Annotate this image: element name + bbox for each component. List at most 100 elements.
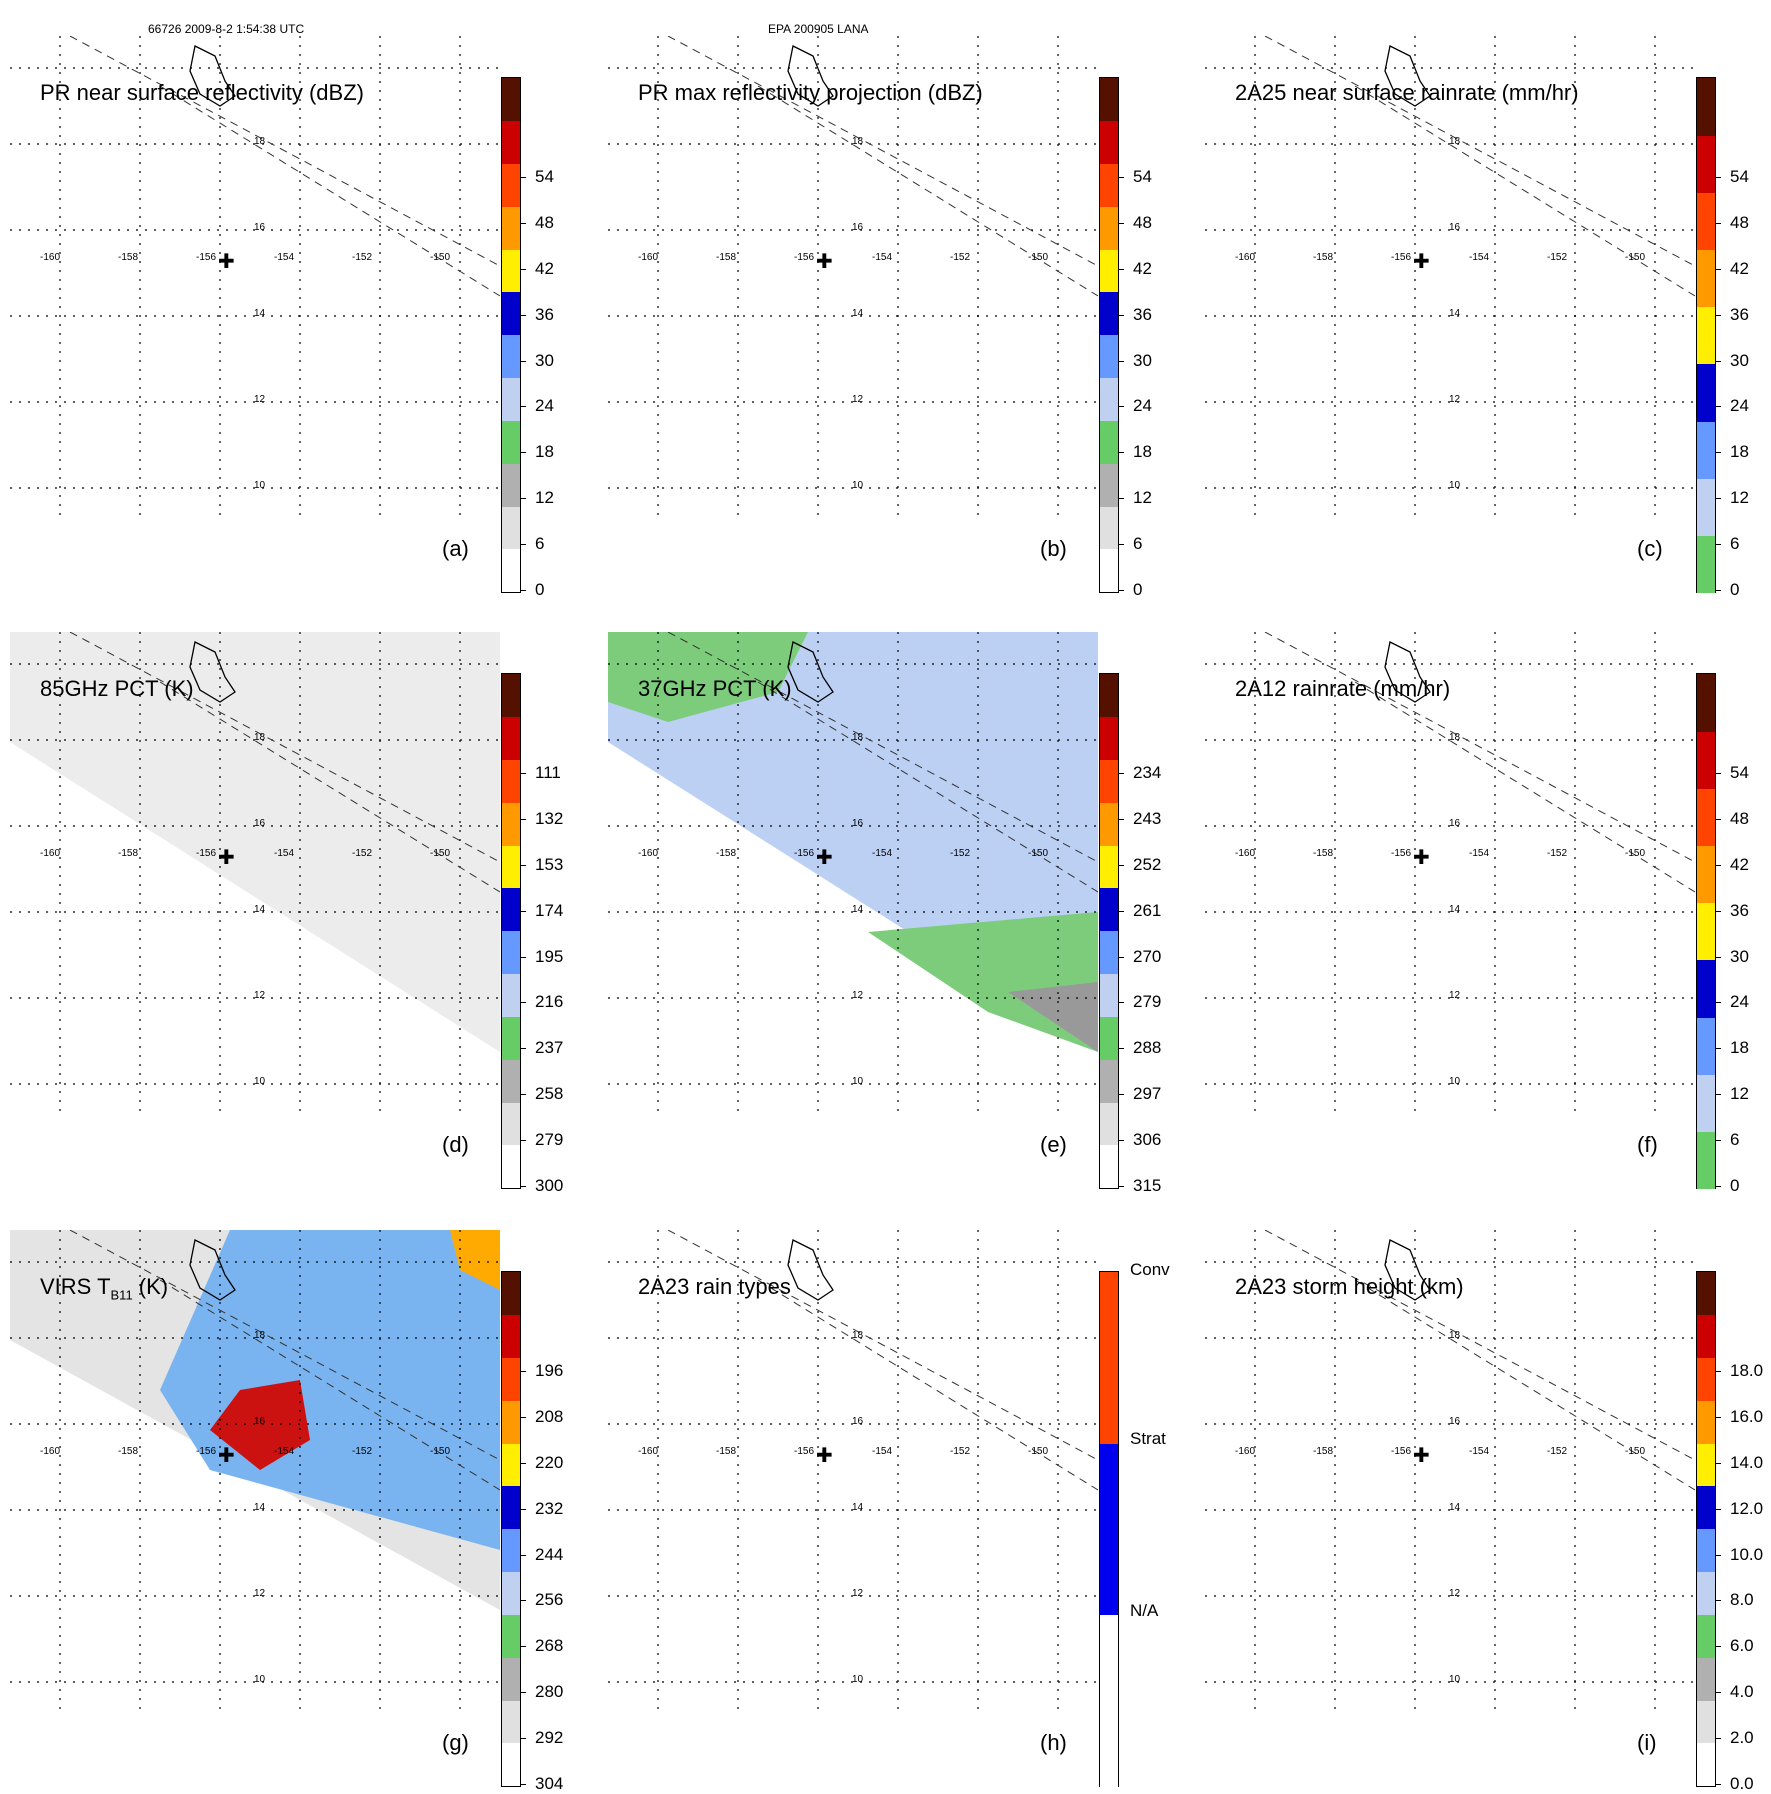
colorbar-tick-label: 36 — [535, 304, 554, 324]
lon-label: -156 — [794, 1446, 814, 1457]
lon-label: -160 — [40, 1446, 60, 1457]
map-canvas: ✚ -160 -158 -156 -154 -152 -150 18 16 14 12 10 — [1205, 1230, 1695, 1710]
lat-label: 18 — [1449, 1330, 1461, 1341]
colorbar-segment — [502, 759, 520, 803]
lat-label: 18 — [1449, 136, 1461, 147]
colorbar-tick-label: 4.0 — [1730, 1682, 1754, 1702]
lon-label: -152 — [1547, 1446, 1567, 1457]
colorbar-segment — [1100, 249, 1118, 293]
pr-swath-edge — [757, 1279, 1098, 1491]
colorbar-tick-label: 54 — [1133, 166, 1152, 186]
colorbar-tick-label: 24 — [535, 396, 554, 416]
colorbar-tick-label: 279 — [1133, 992, 1162, 1012]
colorbar-tick-label: 111 — [535, 762, 561, 782]
panel-label: (i) — [1637, 1730, 1657, 1755]
colorbar-tick — [1715, 1370, 1721, 1372]
colorbar-tick — [1118, 222, 1124, 224]
lon-label: -156 — [196, 252, 216, 263]
lat-label: 16 — [254, 222, 266, 233]
colorbar-tick — [1118, 406, 1124, 408]
colorbar-tick-label: 48 — [1730, 808, 1749, 828]
panel-title: PR near surface reflectivity (dBZ) — [40, 80, 364, 106]
colorbar-segment — [1697, 959, 1715, 1018]
lat-label: 14 — [1449, 308, 1461, 319]
colorbar-segment — [502, 1614, 520, 1658]
colorbar — [1099, 77, 1119, 593]
colorbar-tick-label: 12.0 — [1730, 1498, 1764, 1518]
pr-swath-edge — [69, 632, 500, 863]
colorbar-tick — [520, 176, 526, 178]
pr-swath-edge — [1264, 1230, 1695, 1461]
colorbar-tick — [520, 1508, 526, 1510]
lon-label: -158 — [118, 848, 138, 859]
colorbar-segment — [1697, 534, 1715, 593]
colorbar-tick — [1715, 1508, 1721, 1510]
lat-label: 16 — [1449, 222, 1461, 233]
colorbar-tick-label: 24 — [1133, 396, 1152, 416]
colorbar-segment — [502, 549, 520, 593]
cloud-field — [160, 1230, 500, 1550]
lon-label: -154 — [872, 848, 892, 859]
colorbar-tick-label: 30 — [1730, 946, 1749, 966]
colorbar-tick — [520, 1186, 526, 1187]
colorbar-tick-label: 54 — [1730, 762, 1749, 782]
colorbar-tick-label: 0 — [535, 580, 545, 599]
colorbar-segment — [1697, 1529, 1715, 1572]
map-panel-b: ✚ -160 -158 -156 -154 -152 -150 18 16 14 12 10 PR ma… — [608, 36, 1152, 599]
colorbar-tick — [1118, 818, 1124, 820]
colorbar-tick-label: 306 — [1133, 1130, 1162, 1150]
colorbar-tick-label: 18.0 — [1730, 1360, 1764, 1380]
lon-label: -150 — [1625, 1446, 1645, 1457]
colorbar — [501, 673, 521, 1189]
colorbar-tick — [1715, 176, 1721, 178]
lat-label: 14 — [254, 1502, 266, 1513]
colorbar-tick-label: 6 — [1730, 534, 1740, 554]
colorbar-tick-label: 132 — [535, 808, 564, 828]
storm-center-marker: ✚ — [218, 249, 235, 273]
island-outline — [787, 641, 834, 703]
lat-label: 10 — [1449, 1674, 1461, 1685]
lon-label: -156 — [794, 252, 814, 263]
map-canvas: ✚ -160 -158 -156 -154 -152 -150 18 16 14 12 10 — [1205, 36, 1695, 516]
lon-label: -160 — [40, 848, 60, 859]
colorbar-tick — [1715, 1554, 1721, 1556]
colorbar-segment — [502, 1102, 520, 1146]
colorbar-segment — [1697, 674, 1715, 732]
colorbar-tick — [1118, 864, 1124, 866]
panel-label: (f) — [1637, 1132, 1658, 1157]
colorbar-segment — [1100, 463, 1118, 507]
colorbar-tick — [1715, 590, 1721, 591]
colorbar-tick — [520, 1600, 526, 1602]
colorbar-tick-label: 220 — [535, 1452, 564, 1472]
colorbar-tick-label: 18 — [1133, 442, 1152, 462]
lon-label: -160 — [638, 1446, 658, 1457]
lon-label: -154 — [1469, 1446, 1489, 1457]
colorbar-tick-label: 0 — [1730, 580, 1740, 599]
lat-label: 12 — [254, 1588, 266, 1599]
colorbar-tick — [520, 956, 526, 958]
pr-swath-edge — [667, 36, 1098, 267]
lon-label: -150 — [1028, 1446, 1048, 1457]
colorbar-tick — [520, 222, 526, 224]
colorbar-tick — [520, 1462, 526, 1464]
colorbar-tick-label: 42 — [1133, 258, 1152, 278]
lon-label: -150 — [430, 848, 450, 859]
colorbar-segment — [502, 1743, 520, 1787]
colorbar-segment — [1100, 1272, 1118, 1444]
colorbar-tick — [1118, 772, 1124, 774]
island-outline — [189, 641, 236, 703]
storm-center-marker: ✚ — [816, 1443, 833, 1467]
lon-label: -158 — [716, 252, 736, 263]
colorbar-segment — [1697, 192, 1715, 251]
colorbar-segment — [502, 1486, 520, 1530]
colorbar-tick-label: 279 — [535, 1130, 564, 1150]
header-center: EPA 200905 LANA — [768, 22, 869, 36]
lon-label: -150 — [1028, 252, 1048, 263]
colorbar-segment — [1100, 1145, 1118, 1189]
colorbar-tick-label: 12 — [535, 488, 554, 508]
pr-swath-edge — [159, 85, 500, 297]
colorbar-tick-label: 30 — [1133, 350, 1152, 370]
colorbar-tick — [1118, 176, 1124, 178]
colorbar-tick — [520, 498, 526, 500]
map-canvas: ✚ -160 -158 -156 -154 -152 -150 18 16 14 12 10 — [608, 1230, 1098, 1710]
